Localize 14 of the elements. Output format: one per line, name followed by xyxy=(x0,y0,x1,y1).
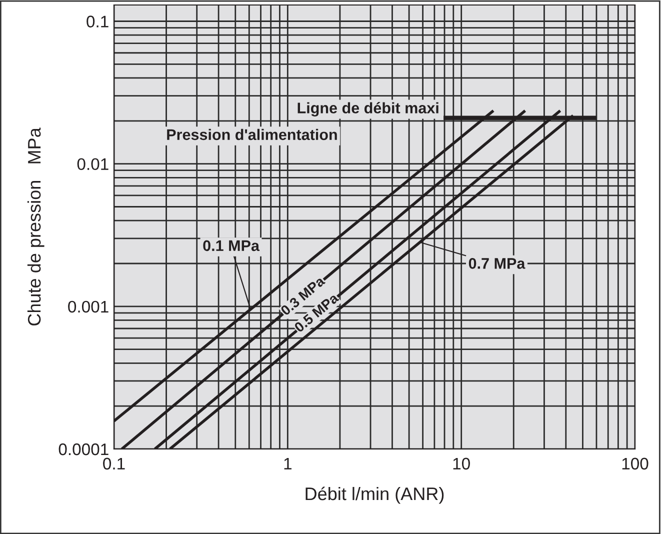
y-axis-title: Chute de pression MPa xyxy=(27,128,44,326)
x-tick-label: 100 xyxy=(622,458,648,470)
series-label: Ligne de débit maxi xyxy=(298,102,438,116)
x-tick-label: 1 xyxy=(284,458,292,470)
y-tick-label: 0.1 xyxy=(86,16,108,28)
y-tick-label: 0.001 xyxy=(68,300,108,313)
text: 0.1 MPa xyxy=(203,240,260,252)
x-tick-label: 10 xyxy=(453,458,470,470)
text: 0.7 MPa xyxy=(468,258,526,269)
y-tick-label: 0.0001 xyxy=(58,443,108,456)
y-tick-label: 0.01 xyxy=(77,158,108,170)
x-tick-label: 0.1 xyxy=(103,458,125,470)
legend-title: Pression d'alimentation xyxy=(167,128,337,140)
x-axis-title: Débit l/min (ANR) xyxy=(306,486,444,504)
